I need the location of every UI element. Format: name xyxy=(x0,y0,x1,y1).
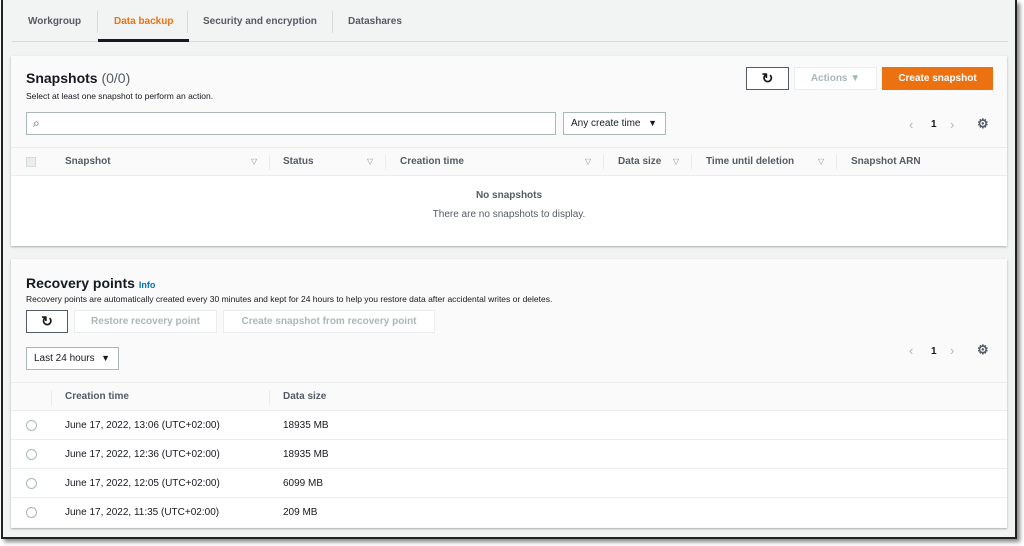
snapshots-table-body: No snapshots There are no snapshots to d… xyxy=(11,176,1007,246)
time-range-select[interactable]: Last 24 hours ▼ xyxy=(26,347,119,370)
creation-time-cell: June 17, 2022, 11:35 (UTC+02:00) xyxy=(65,498,219,527)
column-divider xyxy=(836,155,837,170)
column-creation-time[interactable]: Creation time xyxy=(400,148,464,176)
create-snapshot-button[interactable]: Create snapshot xyxy=(882,67,993,90)
row-radio[interactable] xyxy=(26,420,37,431)
prev-page-icon[interactable]: ‹ xyxy=(909,343,913,358)
settings-gear-icon[interactable]: ⚙ xyxy=(977,342,989,358)
create-snapshot-from-recovery-point-button[interactable]: Create snapshot from recovery point xyxy=(223,310,435,333)
data-size-cell: 18935 MB xyxy=(283,411,329,440)
window: Workgroup Data backup Security and encry… xyxy=(1,0,1017,539)
recovery-points-panel: Recovery points Info Recovery points are… xyxy=(11,259,1007,528)
table-row[interactable]: June 17, 2022, 12:05 (UTC+02:00) 6099 MB xyxy=(11,469,1007,498)
tab-bar: Workgroup Data backup Security and encry… xyxy=(12,0,1008,42)
sort-icon[interactable]: ▽ xyxy=(818,148,824,176)
snapshot-search-input[interactable]: ⌕ xyxy=(26,112,556,135)
column-divider xyxy=(603,155,604,170)
snapshots-table-header: Snapshot ▽ Status ▽ Creation time ▽ Data… xyxy=(11,147,1007,176)
info-link[interactable]: Info xyxy=(139,280,156,290)
refresh-icon: ↻ xyxy=(762,70,774,86)
page-number[interactable]: 1 xyxy=(931,119,937,130)
column-snapshot-arn[interactable]: Snapshot ARN xyxy=(851,148,921,176)
next-page-icon[interactable]: › xyxy=(950,343,954,358)
table-row[interactable]: June 17, 2022, 13:06 (UTC+02:00) 18935 M… xyxy=(11,411,1007,440)
refresh-icon: ↻ xyxy=(41,313,53,329)
next-page-icon[interactable]: › xyxy=(950,117,954,132)
search-icon: ⌕ xyxy=(33,116,40,131)
sort-icon[interactable]: ▽ xyxy=(367,148,373,176)
creation-time-cell: June 17, 2022, 13:06 (UTC+02:00) xyxy=(65,411,220,440)
prev-page-icon[interactable]: ‹ xyxy=(909,117,913,132)
column-creation-time[interactable]: Creation time xyxy=(65,383,129,411)
tab-workgroup[interactable]: Workgroup xyxy=(12,0,97,42)
filter-value: Any create time xyxy=(571,118,640,129)
column-data-size[interactable]: Data size xyxy=(618,148,661,176)
recovery-table-header: Creation time Data size xyxy=(11,382,1007,411)
row-radio[interactable] xyxy=(26,449,37,460)
caret-down-icon: ▼ xyxy=(850,73,860,84)
recovery-points-title: Recovery points Info xyxy=(26,275,155,291)
sort-icon[interactable]: ▽ xyxy=(251,148,257,176)
column-snapshot[interactable]: Snapshot xyxy=(65,148,111,176)
table-row[interactable]: June 17, 2022, 12:36 (UTC+02:00) 18935 M… xyxy=(11,440,1007,469)
settings-gear-icon[interactable]: ⚙ xyxy=(977,116,989,132)
actions-label: Actions xyxy=(811,73,848,84)
data-size-cell: 6099 MB xyxy=(283,469,323,498)
tab-datashares[interactable]: Datashares xyxy=(332,0,418,42)
column-divider xyxy=(269,155,270,170)
column-data-size[interactable]: Data size xyxy=(283,383,326,411)
snapshots-title: Snapshots (0/0) xyxy=(26,70,130,86)
column-divider xyxy=(691,155,692,170)
caret-down-icon: ▼ xyxy=(648,113,657,134)
empty-text: There are no snapshots to display. xyxy=(11,209,1007,220)
creation-time-cell: June 17, 2022, 12:36 (UTC+02:00) xyxy=(65,440,220,469)
column-status[interactable]: Status xyxy=(283,148,314,176)
table-row[interactable]: June 17, 2022, 11:35 (UTC+02:00) 209 MB xyxy=(11,498,1007,527)
select-all-checkbox[interactable] xyxy=(26,157,36,167)
column-divider xyxy=(269,390,270,405)
tab-security-and-encryption[interactable]: Security and encryption xyxy=(187,0,333,42)
empty-title: No snapshots xyxy=(11,190,1007,201)
column-time-until-deletion[interactable]: Time until deletion xyxy=(706,148,794,176)
creation-time-cell: June 17, 2022, 12:05 (UTC+02:00) xyxy=(65,469,220,498)
restore-recovery-point-button[interactable]: Restore recovery point xyxy=(74,310,217,333)
recovery-points-description: Recovery points are automatically create… xyxy=(26,294,552,304)
refresh-button[interactable]: ↻ xyxy=(26,310,68,333)
page-number[interactable]: 1 xyxy=(931,346,937,357)
tab-data-backup[interactable]: Data backup xyxy=(98,0,189,42)
range-value: Last 24 hours xyxy=(34,353,95,364)
row-radio[interactable] xyxy=(26,507,37,518)
snapshots-description: Select at least one snapshot to perform … xyxy=(26,91,213,101)
actions-button[interactable]: Actions ▼ xyxy=(794,67,877,90)
column-divider xyxy=(51,390,52,405)
create-time-filter[interactable]: Any create time ▼ xyxy=(563,112,666,135)
sort-icon[interactable]: ▽ xyxy=(585,148,591,176)
data-size-cell: 18935 MB xyxy=(283,440,329,469)
sort-icon[interactable]: ▽ xyxy=(673,148,679,176)
refresh-button[interactable]: ↻ xyxy=(746,67,789,90)
data-size-cell: 209 MB xyxy=(283,498,317,527)
column-divider xyxy=(385,155,386,170)
row-radio[interactable] xyxy=(26,478,37,489)
caret-down-icon: ▼ xyxy=(101,348,110,369)
snapshots-panel: Snapshots (0/0) Select at least one snap… xyxy=(11,56,1007,246)
